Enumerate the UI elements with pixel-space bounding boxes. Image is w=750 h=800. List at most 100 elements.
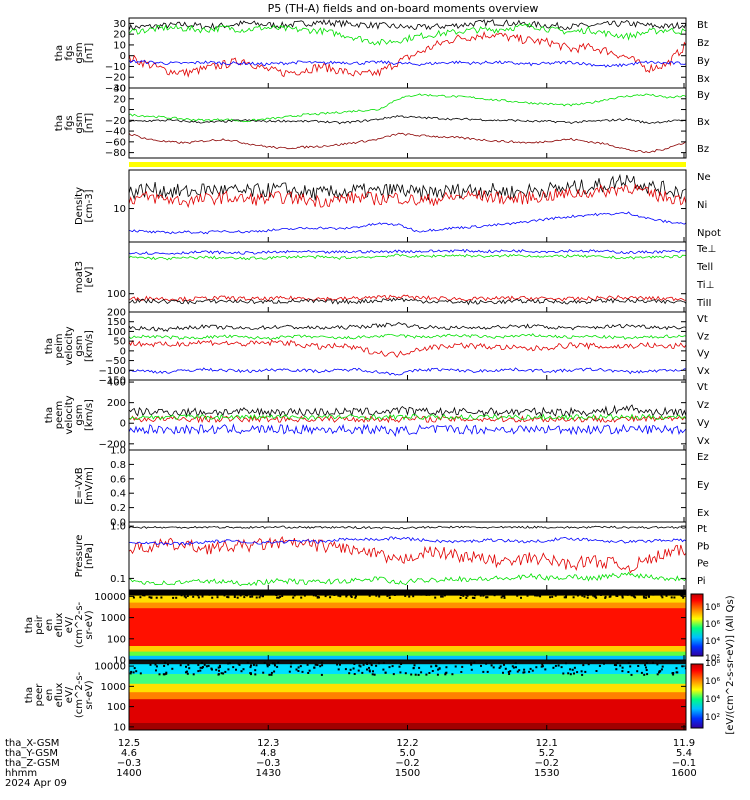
spectrogram-pixel (389, 593, 392, 596)
spectrogram-pixel (355, 595, 357, 598)
spectrogram-pixel (629, 665, 632, 668)
spectrogram-pixel (254, 673, 257, 676)
spectrogram-pixel (135, 670, 138, 673)
spectrogram-band (129, 683, 686, 693)
spectrogram-pixel (303, 594, 306, 597)
ylabel-line: en (44, 689, 55, 702)
spectrogram-pixel (299, 665, 302, 668)
ytick-label: 20 (113, 94, 126, 105)
spectrogram-pixel (293, 592, 296, 595)
spectrogram-band (129, 646, 686, 653)
spectrogram-pixel (516, 670, 519, 673)
spectrogram-pixel (523, 591, 526, 594)
spectrogram-pixel (223, 594, 226, 597)
ylabel-line: fgs (64, 45, 75, 60)
spectrogram-pixel (299, 591, 301, 594)
spectrogram-pixel (367, 592, 370, 595)
spectrogram-band (129, 651, 686, 657)
spectrogram-pixel (486, 670, 489, 673)
spectrogram-pixel (665, 594, 668, 597)
series-line-By (129, 22, 686, 46)
spectrogram-pixel (670, 596, 673, 599)
ylabel-line: fgs (64, 115, 75, 130)
spectrogram-pixel (604, 595, 607, 598)
ytick-label: 0.8 (110, 460, 126, 471)
spectrogram-pixel (361, 592, 364, 595)
spectrogram-pixel (437, 668, 440, 671)
spectrogram-pixel (393, 594, 396, 596)
spectrogram-pixel (290, 662, 293, 665)
spectrogram-pixel (480, 664, 482, 667)
xtick-label: 4.6 (121, 748, 137, 759)
spectrogram-pixel (621, 595, 624, 598)
spectrogram-pixel (346, 592, 349, 595)
spectrogram-pixel (227, 593, 230, 596)
ylabel-line: gsm (74, 42, 85, 63)
spectrogram-pixel (459, 597, 462, 599)
spectrogram-pixel (149, 663, 152, 666)
spectrogram-pixel (633, 591, 636, 594)
spectrogram-pixel (233, 594, 236, 597)
spectrogram-pixel (312, 594, 315, 597)
spectrogram-pixel (171, 667, 174, 670)
spectrogram-pixel (560, 592, 563, 595)
spectrogram-pixel (306, 663, 309, 666)
spectrogram-pixel (528, 592, 531, 595)
legend-Bz: Bz (697, 144, 709, 155)
spectrogram-pixel (514, 662, 517, 665)
spectrogram-pixel (615, 664, 618, 667)
spectrogram-pixel (262, 671, 265, 674)
spectrogram-pixel (563, 596, 566, 599)
spectrogram-pixel (357, 669, 360, 672)
spectrogram-pixel (541, 665, 544, 668)
spectrogram-pixel (289, 665, 292, 668)
spectrogram-pixel (297, 670, 300, 672)
spectrogram-pixel (314, 663, 317, 666)
spectrogram-pixel (649, 593, 652, 596)
spectrogram-pixel (232, 666, 235, 669)
spectrogram-pixel (142, 594, 145, 597)
spectrogram-pixel (297, 666, 300, 669)
spectrogram-band (129, 664, 686, 675)
ylabel-line: gsm (74, 112, 85, 133)
spectrogram-pixel (586, 594, 589, 597)
spectrogram-pixel (164, 661, 166, 664)
spectrogram-pixel (326, 593, 329, 596)
series-line-Vy (129, 413, 686, 421)
spectrogram-pixel (216, 596, 219, 599)
legend-Pe: Pe (697, 559, 709, 570)
spectrogram-pixel (630, 673, 633, 676)
ytick-label: −30 (105, 84, 126, 95)
spectrogram-pixel (224, 670, 227, 673)
spectrogram-pixel (163, 664, 166, 667)
spectrogram-pixel (370, 664, 373, 667)
spectrogram-pixel (262, 593, 264, 596)
colorbar-tick: 10⁴ (705, 637, 720, 647)
series-line-Tell (129, 297, 686, 306)
xtick-label: 5.0 (400, 748, 416, 759)
spectrogram-pixel (434, 596, 437, 599)
spectrogram-pixel (417, 673, 420, 676)
spectrogram-pixel (255, 596, 258, 599)
xtick-label: 12.2 (396, 738, 418, 749)
ytick-label: 1000 (101, 613, 126, 624)
spectrogram-pixel (163, 673, 166, 676)
spectrogram-pixel (241, 593, 244, 596)
spectrogram-pixel (627, 661, 630, 664)
spectrogram-pixel (541, 663, 544, 666)
ytick-label: 0 (120, 51, 126, 62)
legend-TiII: TiII (696, 298, 711, 309)
spectrogram-pixel (598, 592, 601, 595)
spectrogram-pixel (384, 671, 387, 674)
series-line-Bx (129, 59, 686, 68)
spectrogram-pixel (324, 595, 327, 598)
spectrogram-pixel (554, 664, 557, 667)
spectrogram-pixel (361, 671, 364, 674)
spectrogram-band (129, 595, 686, 604)
spectrogram-pixel (603, 662, 605, 665)
ytick-label: 50 (113, 337, 126, 348)
spectrogram-pixel (646, 661, 648, 664)
spectrogram-pixel (220, 672, 223, 675)
spectrogram-pixel (165, 672, 168, 675)
xtick-label: 11.9 (673, 738, 695, 749)
